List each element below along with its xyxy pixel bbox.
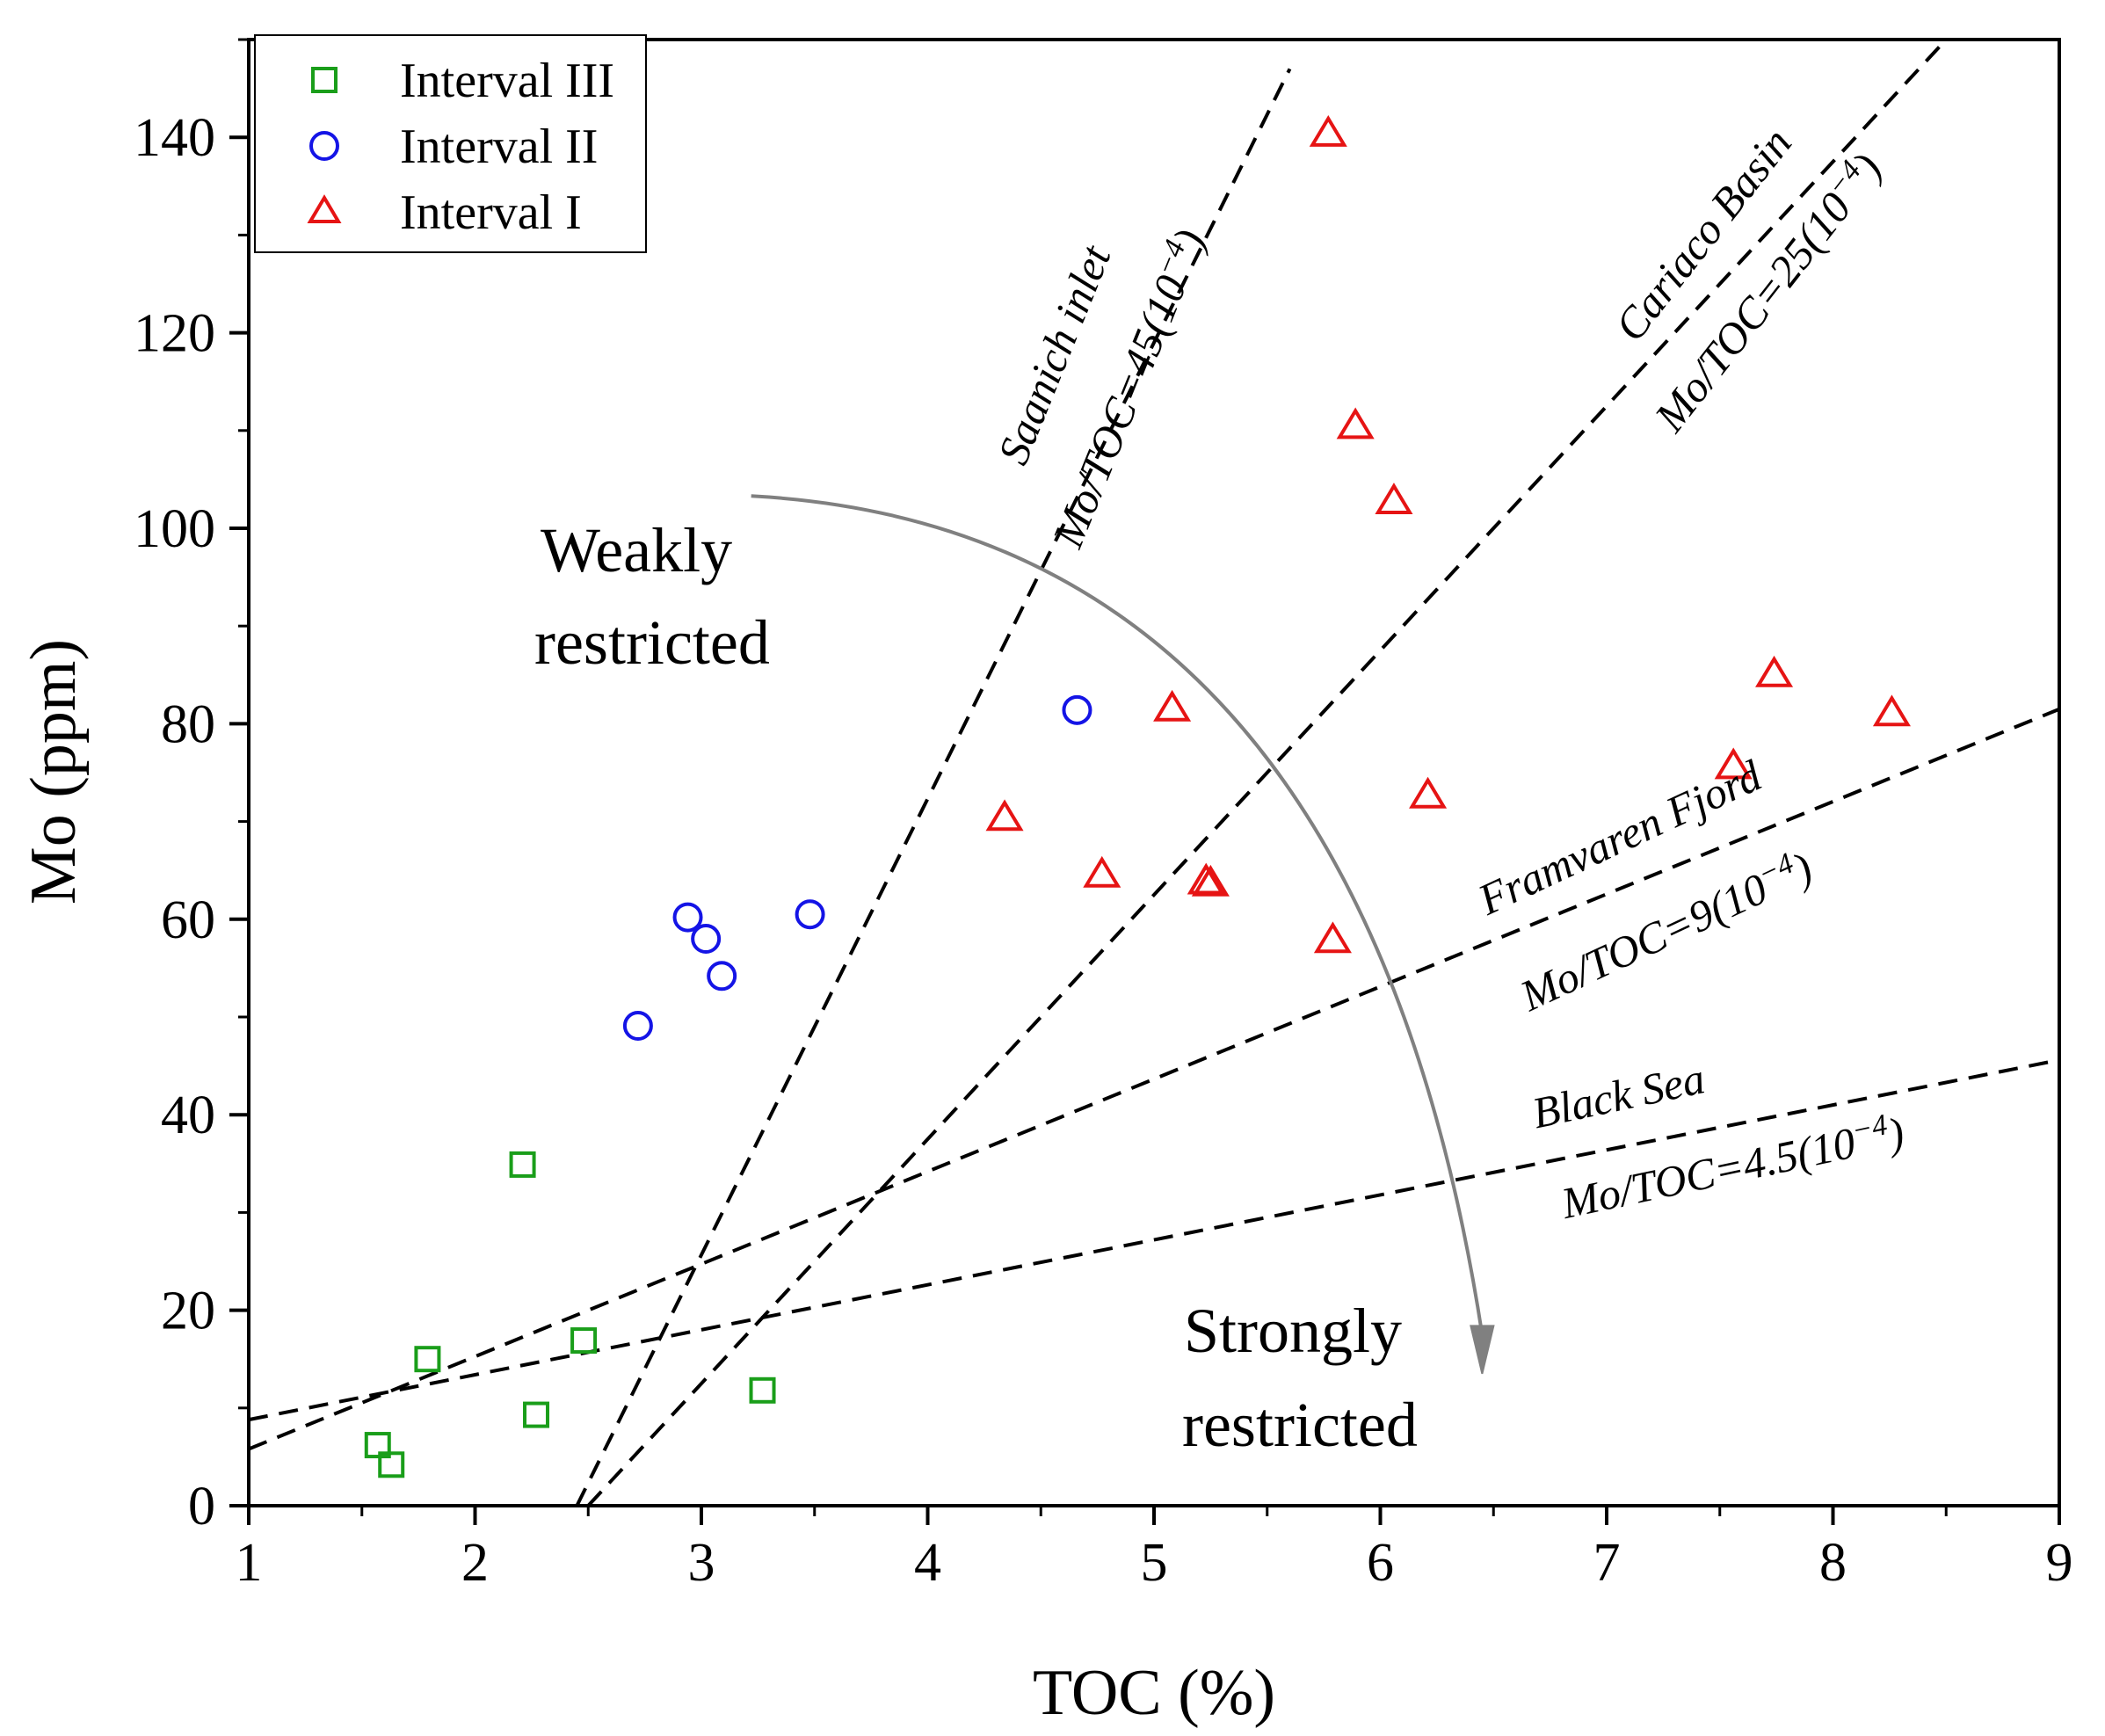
y-tick-label: 60 xyxy=(161,890,215,950)
x-tick-label: 4 xyxy=(914,1533,941,1593)
interval-i-point xyxy=(1153,689,1192,722)
x-tick-label: 7 xyxy=(1593,1533,1621,1593)
axis-ticks: 1 2 3 4 5 6 7 8 9 0 20 40 60 80 100 120 140 xyxy=(134,38,2073,1593)
legend-label-interval-i: Interval I xyxy=(400,185,582,240)
y-tick-label: 20 xyxy=(161,1282,215,1341)
weakly-restricted-label: restricted xyxy=(534,607,770,678)
interval-iii-point xyxy=(570,1327,598,1355)
interval-i-point xyxy=(1187,862,1225,895)
cariaco-basin-line xyxy=(586,38,1948,1507)
data-points xyxy=(364,114,1911,1478)
x-tick-label: 9 xyxy=(2046,1533,2073,1593)
legend-circle-marker xyxy=(309,131,339,161)
interval-i-point xyxy=(1313,921,1352,954)
interval-i-point xyxy=(985,799,1024,832)
weakly-label: Weakly xyxy=(541,515,732,585)
interval-i-point xyxy=(1872,694,1911,727)
legend-box xyxy=(254,34,647,253)
interval-i-point xyxy=(1083,855,1121,888)
interval-i-point xyxy=(1755,655,1794,687)
arrow-curve xyxy=(751,494,1484,1335)
arrow-head xyxy=(1470,1325,1495,1375)
legend-label-interval-iii: Interval III xyxy=(400,54,614,108)
interval-iii-point xyxy=(749,1376,776,1404)
y-tick-label: 40 xyxy=(161,1086,215,1145)
interval-iii-point xyxy=(523,1401,550,1428)
interval-ii-point xyxy=(672,902,703,933)
strongly-restricted-label: restricted xyxy=(1182,1390,1418,1460)
restriction-arrow xyxy=(751,494,1495,1375)
x-tick-label: 3 xyxy=(688,1533,715,1593)
legend-label-interval-ii: Interval II xyxy=(400,120,598,174)
interval-ii-point xyxy=(795,899,825,930)
interval-i-point xyxy=(1309,114,1347,147)
interval-iii-point xyxy=(414,1346,441,1373)
interval-i-point xyxy=(1409,776,1448,809)
y-tick-label: 80 xyxy=(161,694,215,754)
legend-square-marker xyxy=(311,67,338,93)
x-tick-label: 5 xyxy=(1141,1533,1168,1593)
x-axis-title: TOC (%) xyxy=(1033,1657,1275,1729)
y-tick-label: 0 xyxy=(188,1477,215,1536)
interval-ii-point xyxy=(691,924,722,955)
y-tick-label: 140 xyxy=(134,108,215,168)
interval-i-point xyxy=(1375,483,1413,514)
interval-i-point xyxy=(1714,747,1753,780)
x-tick-label: 6 xyxy=(1367,1533,1394,1593)
interval-iii-point xyxy=(509,1151,536,1178)
reference-lines xyxy=(248,38,2060,1507)
y-tick-label: 120 xyxy=(134,304,215,364)
interval-i-point xyxy=(1336,407,1375,439)
x-tick-label: 8 xyxy=(1819,1533,1847,1593)
legend-triangle-marker xyxy=(307,194,342,223)
interval-i-point xyxy=(1191,864,1230,897)
y-axis-title: Mo (ppm) xyxy=(18,639,90,904)
saanich-inlet-line xyxy=(575,68,1292,1507)
interval-ii-point xyxy=(1062,694,1092,725)
framvaren-fjord-line xyxy=(248,707,2060,1451)
x-tick-label: 2 xyxy=(461,1533,489,1593)
interval-iii-point xyxy=(364,1432,391,1459)
interval-ii-point xyxy=(622,1011,653,1042)
interval-ii-point xyxy=(707,961,737,991)
legend: Interval III Interval II Interval I xyxy=(254,34,647,253)
black-sea-line xyxy=(248,1057,2060,1422)
strongly-label: Strongly xyxy=(1184,1296,1402,1366)
y-tick-label: 100 xyxy=(134,499,215,559)
interval-iii-point xyxy=(378,1451,405,1478)
black-sea-name-label: Black Sea xyxy=(1528,1053,1709,1137)
x-tick-label: 1 xyxy=(236,1533,263,1593)
